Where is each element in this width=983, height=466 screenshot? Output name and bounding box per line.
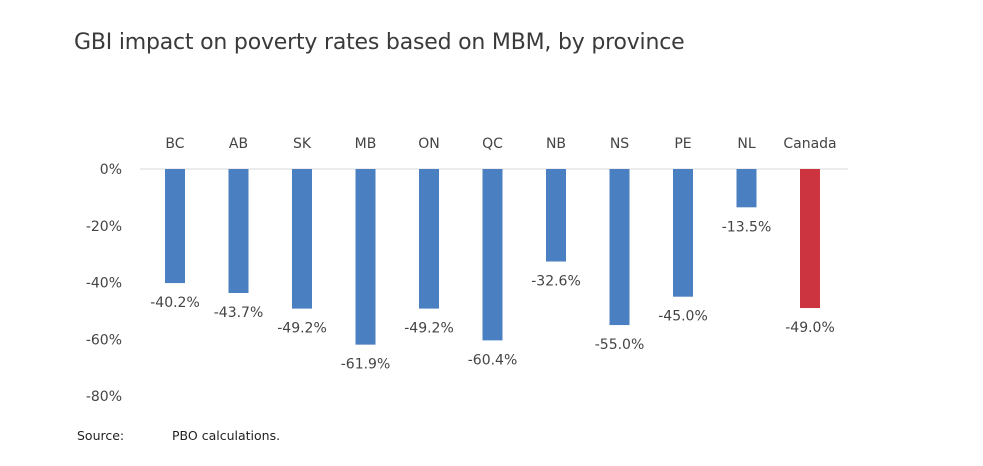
- data-label: -61.9%: [341, 357, 391, 373]
- chart-title: GBI impact on poverty rates based on MBM…: [74, 30, 685, 55]
- source-text: PBO calculations.: [172, 428, 281, 443]
- bar: [419, 169, 439, 309]
- category-label: PE: [674, 136, 691, 152]
- data-label: -49.0%: [785, 320, 835, 336]
- bar: [165, 169, 185, 284]
- data-label: -49.2%: [404, 321, 454, 337]
- data-label: -55.0%: [595, 337, 645, 353]
- data-label: -43.7%: [214, 305, 264, 321]
- y-tick-label: -80%: [86, 389, 122, 405]
- y-axis: 0% -20% -40% -60% -80%: [86, 162, 122, 405]
- bar: [292, 169, 312, 309]
- category-label: SK: [293, 136, 312, 152]
- category-label: QC: [482, 136, 503, 152]
- y-tick-label: 0%: [100, 162, 122, 178]
- data-label: -13.5%: [722, 219, 772, 235]
- bar: [482, 169, 503, 341]
- bar: [800, 169, 820, 309]
- category-label: NS: [610, 136, 629, 152]
- source-note: Source: PBO calculations.: [77, 428, 280, 443]
- y-tick-label: -40%: [86, 276, 122, 292]
- category-label: NL: [737, 136, 755, 152]
- bar: [736, 169, 757, 208]
- category-label: BC: [165, 136, 184, 152]
- category-label: MB: [355, 136, 377, 152]
- category-label: Canada: [783, 136, 836, 152]
- data-labels: -40.2% -43.7% -49.2% -61.9% -49.2% -60.4% -32.…: [150, 219, 835, 372]
- category-label: AB: [229, 136, 248, 152]
- data-label: -60.4%: [468, 352, 518, 368]
- bar: [228, 169, 249, 293]
- data-label: -45.0%: [658, 309, 708, 325]
- category-label: ON: [418, 136, 440, 152]
- data-label: -49.2%: [277, 321, 327, 337]
- bar: [355, 169, 376, 345]
- bar: [609, 169, 630, 326]
- bar: [673, 169, 693, 297]
- data-label: -32.6%: [531, 274, 581, 290]
- bar: [546, 169, 566, 262]
- category-labels: BC AB SK MB ON QC NB NS PE NL Canada: [165, 136, 836, 152]
- source-label: Source:: [77, 428, 125, 443]
- y-tick-label: -60%: [86, 332, 122, 348]
- data-label: -40.2%: [150, 295, 200, 311]
- category-label: NB: [546, 136, 566, 152]
- bars: [165, 169, 820, 345]
- y-tick-label: -20%: [86, 219, 122, 235]
